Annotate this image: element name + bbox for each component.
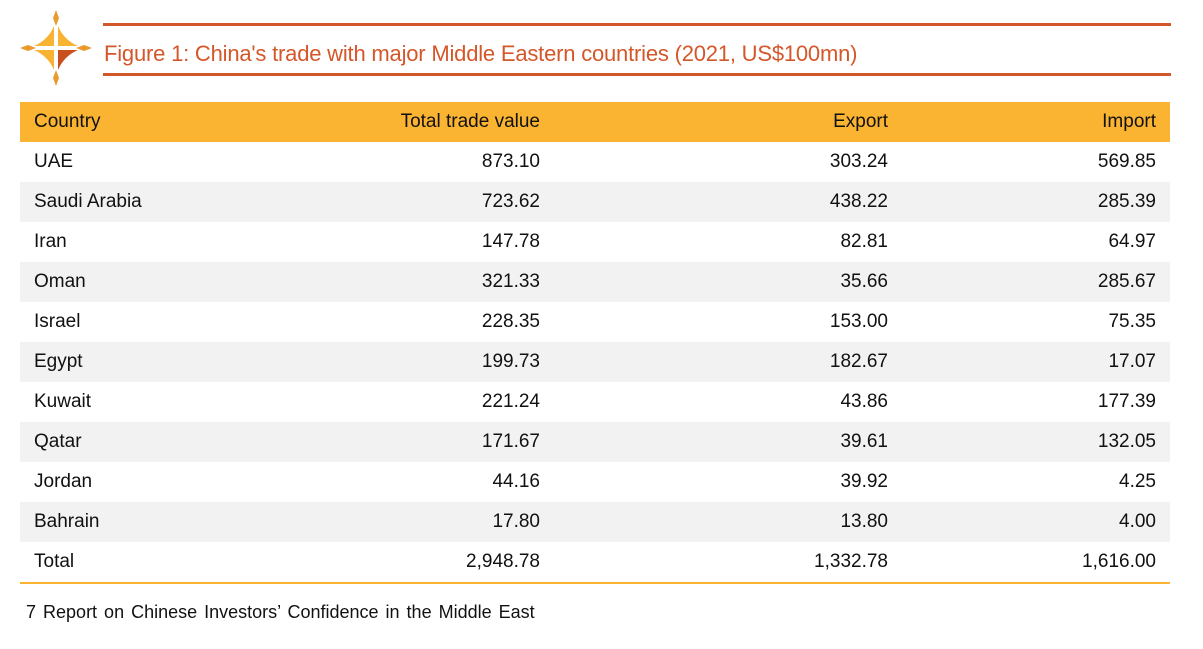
total-export: 1,332.78	[814, 551, 888, 572]
total-trade-value: 2,948.78	[466, 551, 540, 572]
header-import: Import	[1102, 111, 1156, 132]
cell-export: 39.92	[840, 471, 888, 492]
cell-total: 873.10	[481, 151, 540, 172]
cell-import: 75.35	[1108, 311, 1156, 332]
title-top-rule	[103, 23, 1171, 26]
header-export: Export	[833, 111, 888, 132]
cell-export: 39.61	[840, 431, 888, 452]
table-total-row: Total 2,948.78 1,332.78 1,616.00	[20, 542, 1170, 583]
cell-country: Kuwait	[34, 391, 92, 412]
cell-import: 17.07	[1108, 351, 1156, 372]
table-row: Qatar 171.67 39.61 132.05	[20, 422, 1170, 462]
table-row: Oman 321.33 35.66 285.67	[20, 262, 1170, 302]
cell-import: 285.39	[1097, 191, 1156, 212]
cell-country: Saudi Arabia	[34, 191, 142, 212]
page-number: 7	[26, 602, 37, 622]
trade-table: Country Total trade value Export Import …	[20, 102, 1170, 584]
figure-title: Figure 1: China's trade with major Middl…	[104, 41, 858, 66]
report-title: Report on Chinese Investors’ Confidence …	[43, 602, 535, 622]
table-row: Bahrain 17.80 13.80 4.00	[20, 502, 1170, 542]
cell-total: 228.35	[481, 311, 540, 332]
cell-total: 147.78	[481, 231, 540, 252]
cell-country: Bahrain	[34, 511, 100, 532]
cell-import: 132.05	[1097, 431, 1156, 452]
page-footer: 7 Report on Chinese Investors’ Confidenc…	[26, 601, 535, 623]
total-import: 1,616.00	[1082, 551, 1156, 572]
cell-export: 43.86	[840, 391, 888, 412]
cell-country: Israel	[34, 311, 81, 332]
cell-total: 44.16	[492, 471, 540, 492]
title-bottom-rule	[103, 73, 1171, 76]
cell-export: 13.80	[840, 511, 888, 532]
table-row: UAE 873.10 303.24 569.85	[20, 142, 1170, 182]
cell-export: 303.24	[829, 151, 888, 172]
cell-import: 177.39	[1097, 391, 1156, 412]
cell-export: 438.22	[829, 191, 888, 212]
cell-total: 17.80	[492, 511, 540, 532]
header-total-trade-value: Total trade value	[400, 111, 540, 132]
cell-export: 82.81	[840, 231, 888, 252]
cell-country: UAE	[34, 151, 74, 172]
total-label: Total	[34, 551, 75, 572]
cell-import: 569.85	[1097, 151, 1156, 172]
cell-import: 4.25	[1119, 471, 1156, 492]
cell-export: 182.67	[829, 351, 888, 372]
cell-export: 35.66	[840, 271, 888, 292]
cell-country: Oman	[34, 271, 86, 292]
cell-import: 64.97	[1108, 231, 1156, 252]
cell-total: 723.62	[481, 191, 540, 212]
cell-export: 153.00	[829, 311, 888, 332]
cell-total: 171.67	[481, 431, 540, 452]
cell-country: Iran	[34, 231, 67, 252]
table-header-row: Country Total trade value Export Import	[20, 102, 1170, 142]
table-row: Jordan 44.16 39.92 4.25	[20, 462, 1170, 502]
cell-country: Qatar	[34, 431, 82, 452]
table-row: Israel 228.35 153.00 75.35	[20, 302, 1170, 342]
table-row: Saudi Arabia 723.62 438.22 285.39	[20, 182, 1170, 222]
cell-total: 321.33	[481, 271, 540, 292]
cell-total: 199.73	[481, 351, 540, 372]
table-row: Egypt 199.73 182.67 17.07	[20, 342, 1170, 382]
cell-country: Jordan	[34, 471, 93, 492]
cell-import: 285.67	[1097, 271, 1156, 292]
cell-total: 221.24	[481, 391, 540, 412]
compass-star-logo-icon	[20, 10, 92, 86]
cell-country: Egypt	[34, 351, 83, 372]
cell-import: 4.00	[1119, 511, 1156, 532]
table-row: Kuwait 221.24 43.86 177.39	[20, 382, 1170, 422]
header-country: Country	[34, 111, 101, 132]
table-row: Iran 147.78 82.81 64.97	[20, 222, 1170, 262]
